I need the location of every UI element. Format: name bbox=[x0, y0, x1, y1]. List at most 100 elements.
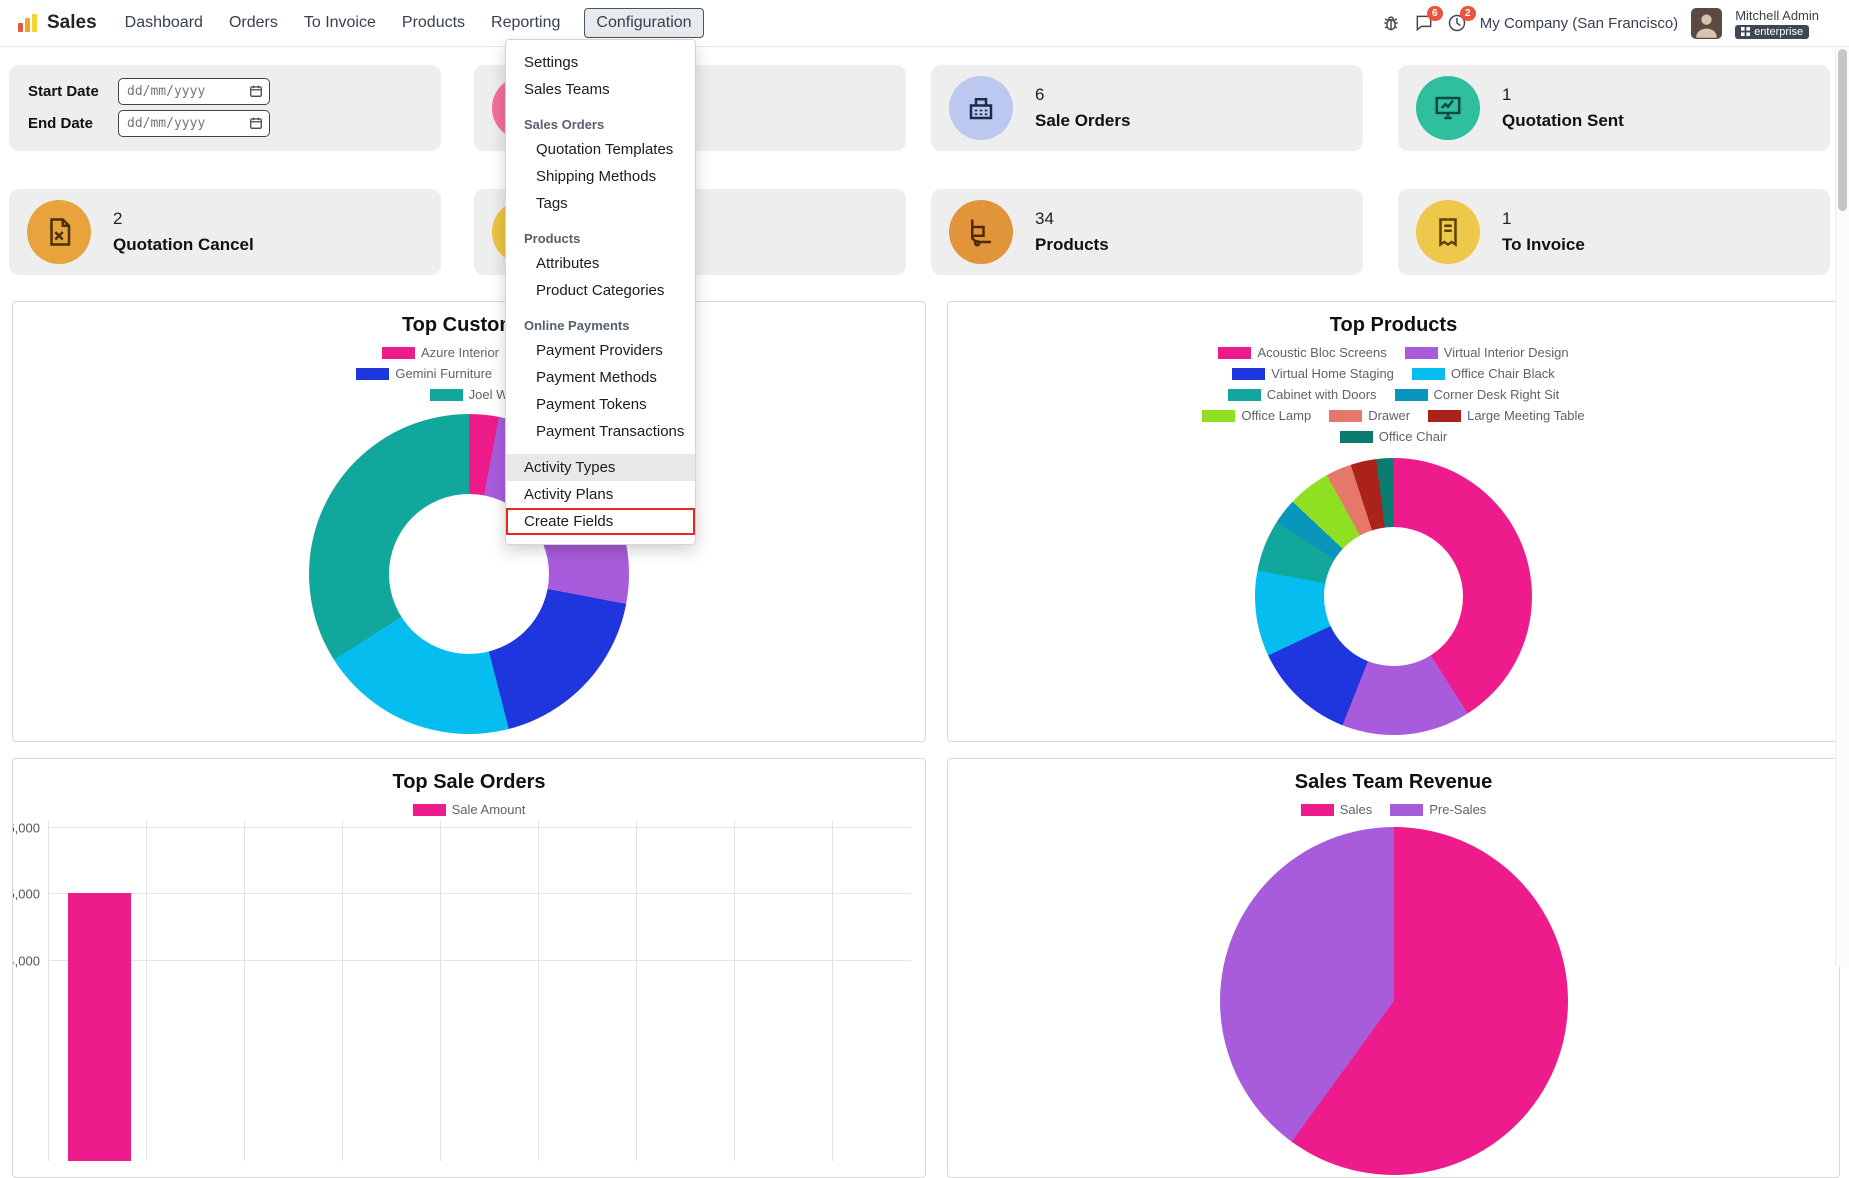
menu-item-shipping-methods[interactable]: Shipping Methods bbox=[536, 168, 657, 185]
messages-badge: 6 bbox=[1426, 6, 1443, 21]
legend-label: Cabinet with Doors bbox=[1266, 387, 1377, 402]
legend-swatch bbox=[1329, 409, 1363, 422]
start-date-row: Start Date bbox=[28, 78, 441, 105]
kpi-card-products[interactable]: 34 Products bbox=[931, 189, 1363, 275]
hand-truck-icon bbox=[949, 200, 1013, 264]
menu-item-sales-teams[interactable]: Sales Teams bbox=[524, 81, 610, 98]
menu-item-payment-providers[interactable]: Payment Providers bbox=[536, 342, 663, 359]
legend-swatch bbox=[429, 388, 463, 401]
enterprise-badge: enterprise bbox=[1735, 24, 1810, 39]
legend-label: Drawer bbox=[1368, 408, 1411, 423]
end-date-input[interactable] bbox=[118, 110, 270, 137]
legend-item[interactable]: Pre-Sales bbox=[1390, 802, 1486, 817]
start-date-input[interactable] bbox=[118, 78, 270, 105]
menu-item-payment-methods[interactable]: Payment Methods bbox=[536, 369, 657, 386]
chart-title: Top Products bbox=[1329, 314, 1458, 336]
kpi-card-quotation-cancel[interactable]: 2 Quotation Cancel bbox=[9, 189, 441, 275]
legend-item[interactable]: Office Lamp bbox=[1202, 408, 1311, 423]
menu-item-activity-plans[interactable]: Activity Plans bbox=[524, 486, 614, 503]
menu-item-products: Products bbox=[524, 231, 581, 246]
scrollbar-thumb[interactable] bbox=[1838, 49, 1847, 211]
sales-team-revenue-chart-card: Sales Team Revenue Sales Pre-Sales bbox=[947, 758, 1840, 1178]
chart-title: Sales Team Revenue bbox=[1294, 771, 1493, 793]
vertical-scrollbar[interactable] bbox=[1835, 47, 1849, 967]
legend-label: Virtual Home Staging bbox=[1271, 366, 1394, 381]
company-switcher[interactable]: My Company (San Francisco) bbox=[1479, 14, 1679, 32]
legend-item[interactable]: Office Chair Black bbox=[1411, 366, 1555, 381]
monitor-icon bbox=[1416, 76, 1480, 140]
sales-team-revenue-legend: Sales Pre-Sales bbox=[948, 802, 1839, 817]
legend-item[interactable]: Azure Interior bbox=[381, 345, 500, 360]
bar-plot-area: 6,000 5,000 4,000 bbox=[13, 820, 911, 1161]
kpi-label: Products bbox=[1035, 235, 1109, 254]
odoo-logo[interactable] bbox=[18, 14, 37, 32]
legend-item[interactable]: Office Chair bbox=[1339, 429, 1447, 444]
main-menu: Dashboard Orders To Invoice Products Reporti… bbox=[123, 8, 704, 38]
legend-item[interactable]: Joel W bbox=[429, 387, 508, 402]
sales-team-revenue-pie[interactable] bbox=[1219, 827, 1568, 1175]
date-filter-card: Start Date End Date bbox=[9, 65, 441, 151]
legend-item[interactable]: Corner Desk Right Sit bbox=[1394, 387, 1559, 402]
nav-item-orders[interactable]: Orders bbox=[228, 14, 278, 31]
logo-bar bbox=[18, 23, 23, 32]
end-date-label: End Date bbox=[28, 115, 94, 132]
legend-label: Virtual Interior Design bbox=[1443, 345, 1569, 360]
top-customer-chart-card: Top Customer Azure Interior Gemini Furnit… bbox=[12, 301, 926, 742]
top-products-chart-card: Top Products Acoustic Bloc Screens Virtua… bbox=[947, 301, 1840, 742]
legend-item[interactable]: Acoustic Bloc Screens bbox=[1218, 345, 1387, 360]
menu-item-create-fields[interactable]: Create Fields bbox=[506, 508, 695, 535]
legend-swatch bbox=[356, 367, 390, 380]
gridline: 6,000 bbox=[13, 820, 911, 835]
nav-item-dashboard[interactable]: Dashboard bbox=[124, 14, 203, 31]
gridline: 4,000 bbox=[13, 953, 911, 968]
cancel-document-icon bbox=[27, 200, 91, 264]
start-date-label: Start Date bbox=[28, 83, 99, 100]
legend-swatch bbox=[1300, 803, 1334, 816]
nav-item-to-invoice[interactable]: To Invoice bbox=[303, 14, 376, 31]
menu-item-tags[interactable]: Tags bbox=[536, 195, 568, 212]
menu-item-product-categories[interactable]: Product Categories bbox=[536, 282, 665, 299]
nav-item-reporting[interactable]: Reporting bbox=[491, 14, 561, 31]
logo-bar bbox=[25, 18, 30, 32]
kpi-card-to-invoice[interactable]: 1 To Invoice bbox=[1398, 189, 1830, 275]
legend-item[interactable]: Large Meeting Table bbox=[1428, 408, 1585, 423]
legend-label: Office Chair Black bbox=[1450, 366, 1555, 381]
menu-item-attributes[interactable]: Attributes bbox=[536, 255, 600, 272]
menu-item-payment-transactions[interactable]: Payment Transactions bbox=[536, 423, 685, 440]
legend-swatch bbox=[1428, 409, 1462, 422]
nav-item-configuration[interactable]: Configuration bbox=[584, 8, 704, 38]
legend-swatch bbox=[1394, 388, 1428, 401]
legend-label: Sales bbox=[1339, 802, 1373, 817]
messages-icon[interactable]: 6 bbox=[1414, 6, 1443, 33]
menu-item-sales-orders: Sales Orders bbox=[524, 117, 605, 132]
top-products-donut[interactable] bbox=[1255, 458, 1532, 735]
user-avatar[interactable] bbox=[1691, 7, 1723, 39]
app-name[interactable]: Sales bbox=[47, 12, 97, 33]
calendar-icon[interactable] bbox=[249, 84, 263, 98]
legend-label: Gemini Furniture bbox=[395, 366, 493, 381]
legend-item[interactable]: Drawer bbox=[1329, 408, 1410, 423]
kpi-value: 34 bbox=[1035, 209, 1054, 228]
legend-item[interactable]: Gemini Furniture bbox=[356, 366, 492, 381]
legend-item[interactable]: Cabinet with Doors bbox=[1227, 387, 1377, 402]
kpi-card-quotation-sent[interactable]: 1 Quotation Sent bbox=[1398, 65, 1830, 151]
menu-item-quotation-templates[interactable]: Quotation Templates bbox=[536, 141, 674, 158]
legend-item[interactable]: Virtual Interior Design bbox=[1404, 345, 1569, 360]
activities-clock-icon[interactable]: 2 bbox=[1447, 6, 1476, 33]
sale-amount-bar[interactable] bbox=[68, 893, 131, 1161]
calendar-icon[interactable] bbox=[249, 116, 263, 130]
legend-item[interactable]: Sales bbox=[1300, 802, 1373, 817]
kpi-label: Sale Orders bbox=[1035, 111, 1131, 130]
legend-item[interactable]: Sale Amount bbox=[412, 802, 525, 817]
kpi-card-sale-orders[interactable]: 6 Sale Orders bbox=[931, 65, 1363, 151]
kpi-value: 6 bbox=[1035, 85, 1045, 104]
user-menu[interactable]: Mitchell Admin enterprise bbox=[1735, 8, 1819, 39]
menu-item-settings[interactable]: Settings bbox=[524, 54, 579, 71]
legend-label: Azure Interior bbox=[420, 345, 500, 360]
menu-item-activity-types[interactable]: Activity Types bbox=[506, 454, 695, 481]
menu-item-payment-tokens[interactable]: Payment Tokens bbox=[536, 396, 647, 413]
legend-swatch bbox=[1227, 388, 1261, 401]
legend-item[interactable]: Virtual Home Staging bbox=[1232, 366, 1394, 381]
debug-bug-icon[interactable] bbox=[1381, 13, 1401, 33]
nav-item-products[interactable]: Products bbox=[401, 14, 466, 31]
